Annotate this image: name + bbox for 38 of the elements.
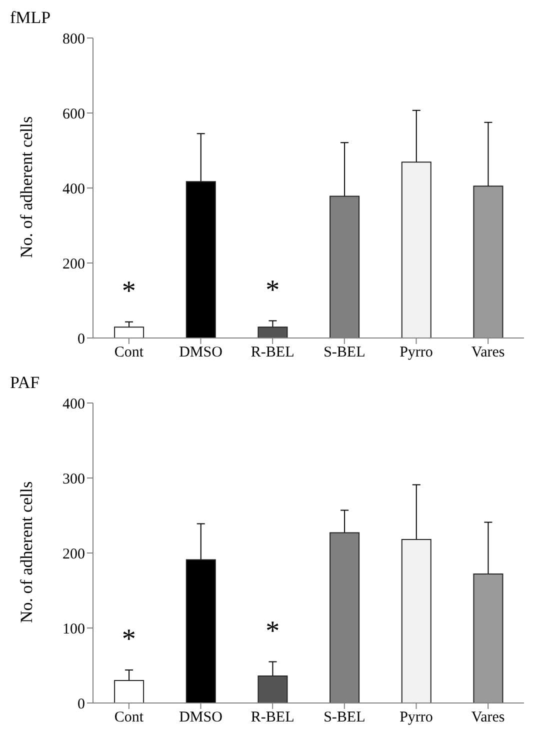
bar xyxy=(473,186,504,338)
y-tick-label: 100 xyxy=(62,621,85,638)
x-tick-label: Pyrro xyxy=(400,344,433,361)
x-tick-label: DMSO xyxy=(179,710,223,726)
x-tick-label: R-BEL xyxy=(250,344,294,361)
bar xyxy=(114,326,144,338)
x-tick-label: Cont xyxy=(114,710,144,726)
bar xyxy=(114,680,144,703)
y-tick-label: 200 xyxy=(62,256,85,272)
bar xyxy=(401,539,432,703)
bar xyxy=(258,326,288,338)
y-tick-label: 0 xyxy=(78,696,85,712)
bar xyxy=(258,676,288,703)
x-tick-label: Cont xyxy=(114,344,144,361)
x-tick-label: Vares xyxy=(471,344,505,361)
y-tick-label: 0 xyxy=(78,331,85,348)
x-tick-label: Vares xyxy=(471,710,505,726)
annotation: * xyxy=(122,624,136,655)
annotation: * xyxy=(122,276,136,307)
y-tick-label: 800 xyxy=(62,31,85,48)
bar xyxy=(473,574,504,703)
annotation: * xyxy=(266,274,280,306)
y-axis-title: No. of adherent cells xyxy=(17,116,36,258)
y-tick-label: 400 xyxy=(62,181,85,198)
bar xyxy=(401,162,432,338)
x-tick-label: S-BEL xyxy=(324,710,366,726)
x-tick-label: DMSO xyxy=(179,344,223,361)
y-tick-label: 200 xyxy=(62,546,85,562)
y-tick-label: 400 xyxy=(62,396,85,412)
x-tick-label: Pyrro xyxy=(400,710,433,726)
chart-title: fMLP xyxy=(10,8,51,28)
x-tick-label: R-BEL xyxy=(250,710,294,726)
x-tick-label: S-BEL xyxy=(324,344,366,361)
y-tick-label: 600 xyxy=(62,106,85,122)
chart-title: PAF xyxy=(10,373,40,393)
y-axis-title: No. of adherent cells xyxy=(17,481,36,623)
y-tick-label: 300 xyxy=(62,471,85,488)
annotation: * xyxy=(266,616,280,647)
